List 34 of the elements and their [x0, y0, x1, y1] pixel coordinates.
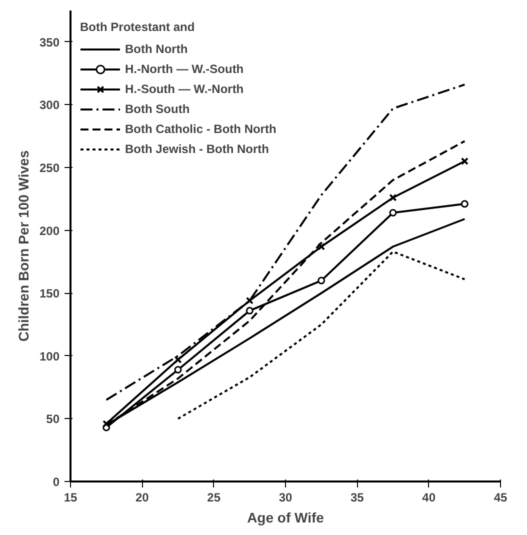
legend-label: Both Jewish - Both North — [125, 142, 269, 156]
y-tick-label: 0 — [52, 475, 60, 489]
x-tick-label: 45 — [494, 490, 508, 504]
legend-title: Both Protestant and — [80, 20, 196, 34]
y-axis-title: Children Born Per 100 Wives — [15, 150, 32, 342]
y-tick-label: 150 — [39, 286, 60, 301]
x-tick-label: 30 — [278, 490, 292, 504]
point — [389, 208, 397, 216]
x-tick-label: 35 — [350, 490, 364, 504]
x-tick-label: 40 — [422, 490, 436, 504]
point — [246, 296, 254, 304]
line-series — [177, 250, 466, 420]
legend-label: H.-South — W.-North — [125, 82, 244, 96]
x-tick-label: 15 — [64, 490, 78, 504]
point — [318, 242, 326, 250]
y-tick-label: 300 — [39, 98, 60, 112]
y-tick-label: 250 — [39, 161, 60, 175]
point — [174, 356, 182, 364]
point — [460, 200, 468, 208]
point — [318, 276, 326, 284]
x-axis-title: Age of Wife — [247, 510, 324, 526]
y-tick-label: 350 — [39, 35, 60, 50]
point — [174, 366, 182, 374]
y-tick-label: 50 — [46, 412, 60, 426]
legend-label: Both South — [125, 102, 190, 116]
point — [246, 306, 254, 314]
legend-label: Both North — [125, 42, 188, 56]
point — [389, 194, 397, 202]
y-tick-label: 200 — [39, 224, 60, 238]
x-tick-label: 20 — [135, 490, 150, 504]
y-tick-label: 100 — [39, 349, 60, 364]
x-tick-label: 25 — [207, 490, 221, 504]
legend-label: Both Catholic - Both North — [125, 122, 276, 136]
legend-label: H.-North — W.-South — [125, 62, 244, 76]
